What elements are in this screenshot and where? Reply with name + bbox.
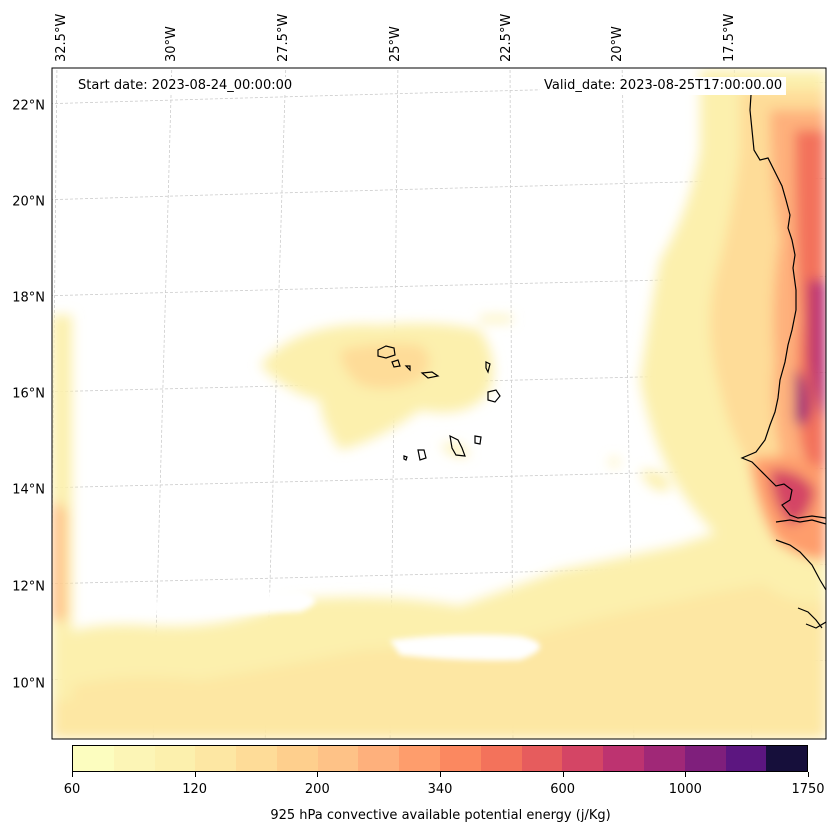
colorbar-tick-label: 60 (63, 782, 81, 797)
colorbar-swatch (562, 746, 604, 771)
colorbar-tick-label: 120 (182, 782, 208, 797)
colorbar-swatch (113, 746, 155, 771)
valid-date-label: Valid_date: 2023-08-25T17:00:00.00 (540, 77, 787, 95)
colorbar-swatch (276, 746, 318, 771)
lon-label-17-5: 17.5°W (722, 13, 737, 62)
lon-label-22-5: 22.5°W (499, 13, 514, 62)
lon-label-27-5: 27.5°W (276, 13, 291, 62)
colorbar-swatch (603, 746, 644, 771)
colorbar-tick-mark (72, 772, 73, 777)
lon-label-30: 30°W (164, 26, 179, 62)
colorbar-swatch (399, 746, 441, 771)
colorbar-swatch (643, 746, 685, 771)
colorbar-swatch (766, 746, 808, 771)
colorbar-swatch (195, 746, 237, 771)
lat-label-14: 14°N (12, 482, 45, 498)
colorbar-tick-mark (440, 772, 441, 777)
lon-label-25: 25°W (388, 26, 403, 62)
colorbar-tick-label: 200 (304, 782, 330, 797)
lat-label-18: 18°N (12, 290, 45, 306)
colorbar-tick-mark (685, 772, 687, 777)
colorbar (72, 745, 808, 772)
lat-label-16: 16°N (12, 386, 45, 402)
colorbar-tick-mark (562, 772, 564, 777)
colorbar-tick-label: 600 (550, 782, 576, 797)
colorbar-swatch (236, 746, 277, 771)
colorbar-tick-mark (194, 772, 196, 777)
colorbar-tick-label: 1000 (668, 782, 702, 797)
colorbar-swatch (480, 746, 522, 771)
colorbar-swatch (317, 746, 359, 771)
colorbar-tick-mark (808, 772, 809, 777)
lon-label-32-5: 32.5°W (54, 13, 69, 62)
colorbar-swatch (440, 746, 481, 771)
colorbar-swatch (521, 746, 563, 771)
lat-label-20: 20°N (12, 194, 45, 210)
colorbar-swatch (73, 746, 114, 771)
colorbar-tick-label: 340 (427, 782, 453, 797)
lat-label-22: 22°N (12, 98, 45, 114)
colorbar-swatch (725, 746, 767, 771)
map-frame (51, 67, 827, 740)
lat-label-12: 12°N (12, 579, 45, 595)
cape-field (52, 70, 826, 739)
lat-label-10: 10°N (12, 676, 45, 692)
colorbar-swatch (154, 746, 196, 771)
lon-label-20: 20°W (610, 26, 625, 62)
colorbar-swatch (358, 746, 400, 771)
colorbar-title: 925 hPa convective available potential e… (270, 808, 611, 823)
colorbar-tick-mark (317, 772, 319, 777)
start-date-label: Start date: 2023-08-24_00:00:00 (74, 77, 297, 95)
colorbar-swatch (684, 746, 726, 771)
colorbar-tick-label: 1750 (791, 782, 825, 797)
coastline (377, 79, 826, 629)
